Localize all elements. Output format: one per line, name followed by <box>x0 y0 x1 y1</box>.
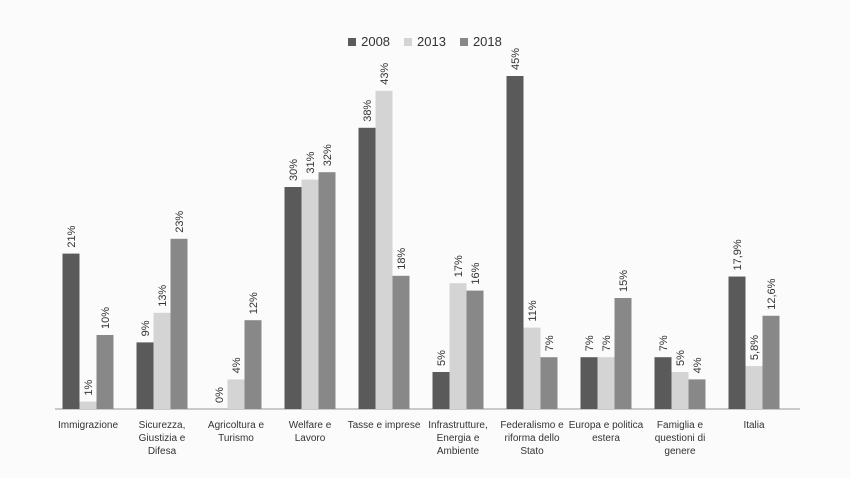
value-label-2018-1: 23% <box>174 211 186 233</box>
bar-2008-6 <box>506 76 524 409</box>
value-label-2013-1: 13% <box>157 285 169 307</box>
value-label-2018-9: 12,6% <box>766 278 778 309</box>
category-label-6: Federalismo e riforma dello Stato <box>500 420 564 457</box>
value-label-2013-8: 5% <box>675 350 687 366</box>
legend-label-2008: 2008 <box>361 34 391 49</box>
value-label-2013-5: 17% <box>453 255 465 277</box>
value-label-2008-7: 7% <box>584 335 596 351</box>
category-label-2: Agricoltura e Turismo <box>208 420 265 444</box>
category-label-3: Welfare e Lavoro <box>289 420 332 444</box>
value-label-2013-3: 31% <box>305 151 317 173</box>
value-label-2013-9: 5,8% <box>749 335 761 360</box>
value-label-2018-5: 16% <box>470 262 482 284</box>
value-label-2008-4: 38% <box>362 100 374 122</box>
value-label-2008-8: 7% <box>658 335 670 351</box>
category-label-5: Infrastrutture, Energia e Ambiente <box>428 420 487 457</box>
bars-layer <box>62 76 780 410</box>
value-label-2013-7: 7% <box>601 335 613 351</box>
category-label-7: Europa e politica estera <box>569 420 644 444</box>
value-labels-layer: 21% 1% 10% 9% 13% 23% 0% 4% 12% 30% 31% 32% 38% 43% 18… <box>66 48 778 403</box>
legend-swatch-2008 <box>348 37 357 46</box>
category-label-9: Italia <box>743 420 765 431</box>
value-label-2008-9: 17,9% <box>732 239 744 270</box>
category-label-1: Sicurezza, Giustizia e Difesa <box>139 420 186 457</box>
bar-2013-2 <box>227 379 245 409</box>
legend-item-2008: 2008 <box>348 34 390 49</box>
bar-2008-0 <box>62 253 80 409</box>
category-label-4: Tasse e imprese <box>348 420 421 431</box>
bar-2008-7 <box>580 357 598 409</box>
bar-2018-8 <box>688 379 706 409</box>
legend: 2008 2013 2018 <box>0 34 850 49</box>
bar-2013-0 <box>79 401 97 409</box>
value-label-2008-3: 30% <box>288 159 300 181</box>
legend-label-2013: 2013 <box>417 34 446 49</box>
bar-2008-9 <box>728 276 746 409</box>
value-label-2008-1: 9% <box>140 320 152 336</box>
bar-2018-4 <box>392 275 410 409</box>
legend-swatch-2013 <box>404 37 413 46</box>
value-label-2018-0: 10% <box>100 307 112 329</box>
legend-swatch-2018 <box>459 37 468 46</box>
value-label-2013-4: 43% <box>379 63 391 85</box>
bar-2013-4 <box>375 90 393 410</box>
bar-2013-6 <box>523 327 541 409</box>
value-label-2018-4: 18% <box>396 248 408 270</box>
bar-2008-1 <box>136 342 154 409</box>
value-label-2013-6: 11% <box>527 300 539 321</box>
value-label-2018-6: 7% <box>544 335 556 351</box>
bar-2008-4 <box>358 127 376 410</box>
legend-item-2018: 2018 <box>459 34 502 49</box>
value-label-2008-0: 21% <box>66 225 78 247</box>
bar-2018-2 <box>244 320 262 409</box>
legend-item-2013: 2013 <box>404 34 446 49</box>
legend-label-2018: 2018 <box>472 34 502 49</box>
bar-2018-5 <box>466 290 484 409</box>
bar-2008-8 <box>654 357 672 409</box>
value-label-2013-2: 4% <box>231 357 243 373</box>
bar-2013-3 <box>301 179 319 409</box>
value-label-2018-8: 4% <box>692 357 704 373</box>
value-label-2018-2: 12% <box>248 292 260 314</box>
category-labels-layer: Immigrazione Sicurezza, Giustizia e Difesa A… <box>58 420 765 457</box>
category-label-8: Famiglia e questioni di genere <box>655 420 706 457</box>
value-label-2018-3: 32% <box>322 144 334 166</box>
bar-2018-7 <box>614 298 632 409</box>
bar-2018-1 <box>170 238 188 409</box>
bar-2013-7 <box>597 357 615 409</box>
category-label-0: Immigrazione <box>58 420 118 431</box>
bar-2008-5 <box>432 372 450 409</box>
value-label-2013-0: 1% <box>83 379 95 395</box>
bar-2013-9 <box>745 366 763 409</box>
value-label-2018-7: 15% <box>618 270 630 292</box>
bar-2008-3 <box>284 187 302 409</box>
bar-2018-9 <box>762 315 780 409</box>
value-label-2008-2: 0% <box>214 387 226 403</box>
value-label-2008-5: 5% <box>436 350 448 366</box>
value-label-2008-6: 45% <box>510 48 522 70</box>
bar-2018-6 <box>540 357 558 409</box>
bar-2013-1 <box>153 312 171 409</box>
bar-2013-8 <box>671 372 689 409</box>
bar-2013-5 <box>449 283 467 409</box>
bar-2018-0 <box>96 335 114 409</box>
bar-2018-3 <box>318 172 336 409</box>
